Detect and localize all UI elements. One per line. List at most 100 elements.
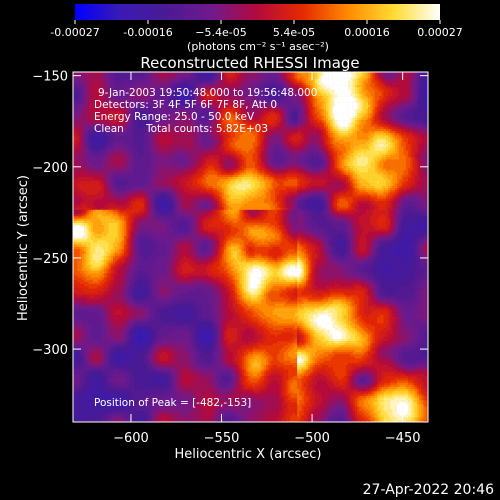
heatmap-cell bbox=[84, 135, 87, 137]
heatmap-cell bbox=[408, 118, 411, 120]
heatmap-cell bbox=[84, 76, 87, 78]
heatmap-cell bbox=[84, 107, 87, 109]
heatmap-cell bbox=[146, 81, 149, 83]
heatmap-cell bbox=[77, 135, 80, 137]
heatmap-cell bbox=[324, 76, 327, 78]
heatmap-cell bbox=[379, 131, 382, 133]
heatmap-cell bbox=[84, 79, 87, 81]
heatmap-cell bbox=[350, 74, 353, 76]
heatmap-cell bbox=[133, 125, 136, 127]
heatmap-cell bbox=[348, 105, 351, 107]
heatmap-cell bbox=[284, 81, 287, 83]
heatmap-cell bbox=[293, 105, 296, 107]
heatmap-cell bbox=[370, 83, 373, 85]
heatmap-cell bbox=[86, 114, 89, 116]
heatmap-cell bbox=[253, 79, 256, 81]
heatmap-cell bbox=[86, 103, 89, 105]
heatmap-cell bbox=[270, 120, 273, 122]
heatmap-cell bbox=[417, 138, 420, 140]
heatmap-cell bbox=[373, 120, 376, 122]
heatmap-cell bbox=[204, 135, 207, 137]
heatmap-cell bbox=[180, 83, 183, 85]
heatmap-cell bbox=[333, 87, 336, 89]
heatmap-cell bbox=[126, 138, 129, 140]
heatmap-cell bbox=[368, 76, 371, 78]
heatmap-cell bbox=[140, 127, 143, 129]
heatmap-cell bbox=[255, 83, 258, 85]
heatmap-cell bbox=[388, 85, 391, 87]
heatmap-cell bbox=[211, 81, 214, 83]
heatmap-cell bbox=[80, 125, 83, 127]
heatmap-cell bbox=[328, 94, 331, 96]
heatmap-cell bbox=[324, 111, 327, 113]
heatmap-cell bbox=[415, 103, 418, 105]
heatmap-cell bbox=[328, 133, 331, 135]
heatmap-cell bbox=[388, 116, 391, 118]
heatmap-cell bbox=[184, 74, 187, 76]
heatmap-cell bbox=[171, 83, 174, 85]
heatmap-cell bbox=[82, 92, 85, 94]
heatmap-cell bbox=[419, 105, 422, 107]
heatmap-cell bbox=[217, 138, 220, 140]
heatmap-cell bbox=[89, 114, 92, 116]
heatmap-cell bbox=[266, 81, 269, 83]
heatmap-cell bbox=[259, 111, 262, 113]
heatmap-cell bbox=[295, 114, 298, 116]
heatmap-cell bbox=[151, 74, 154, 76]
heatmap-cell bbox=[282, 133, 285, 135]
heatmap-cell bbox=[246, 83, 249, 85]
heatmap-cell bbox=[348, 116, 351, 118]
heatmap-cell bbox=[390, 127, 393, 129]
heatmap-cell bbox=[404, 122, 407, 124]
heatmap-cell bbox=[357, 85, 360, 87]
heatmap-cell bbox=[175, 81, 178, 83]
heatmap-cell bbox=[339, 83, 342, 85]
heatmap-cell bbox=[395, 83, 398, 85]
heatmap-cell bbox=[257, 79, 260, 81]
heatmap-cell bbox=[299, 100, 302, 102]
heatmap-cell bbox=[228, 138, 231, 140]
heatmap-cell bbox=[279, 138, 282, 140]
heatmap-cell bbox=[302, 79, 305, 81]
heatmap-cell bbox=[410, 79, 413, 81]
heatmap-cell bbox=[370, 90, 373, 92]
heatmap-cell bbox=[326, 135, 329, 137]
heatmap-cell bbox=[419, 114, 422, 116]
heatmap-cell bbox=[251, 135, 254, 137]
heatmap-cell bbox=[299, 133, 302, 135]
heatmap-cell bbox=[379, 79, 382, 81]
heatmap-cell bbox=[388, 109, 391, 111]
heatmap-cell bbox=[308, 83, 311, 85]
heatmap-cell bbox=[364, 107, 367, 109]
heatmap-cell bbox=[97, 79, 100, 81]
heatmap-cell bbox=[124, 135, 127, 137]
heatmap-cell bbox=[282, 122, 285, 124]
heatmap-cell bbox=[341, 129, 344, 131]
heatmap-cell bbox=[277, 109, 280, 111]
heatmap-cell bbox=[302, 122, 305, 124]
heatmap-cell bbox=[361, 100, 364, 102]
heatmap-cell bbox=[86, 105, 89, 107]
heatmap-cell bbox=[424, 135, 427, 137]
heatmap-cell bbox=[326, 138, 329, 140]
heatmap-cell bbox=[335, 135, 338, 137]
heatmap-cell bbox=[408, 81, 411, 83]
heatmap-cell bbox=[313, 116, 316, 118]
heatmap-cell bbox=[390, 133, 393, 135]
heatmap-cell bbox=[248, 138, 251, 140]
heatmap-cell bbox=[286, 116, 289, 118]
heatmap-cell bbox=[268, 79, 271, 81]
heatmap-cell bbox=[317, 79, 320, 81]
heatmap-cell bbox=[404, 83, 407, 85]
heatmap-cell bbox=[399, 79, 402, 81]
heatmap-cell bbox=[412, 103, 415, 105]
heatmap-cell bbox=[417, 114, 420, 116]
heatmap-cell bbox=[384, 74, 387, 76]
heatmap-cell bbox=[357, 109, 360, 111]
heatmap-cell bbox=[102, 76, 105, 78]
heatmap-cell bbox=[168, 79, 171, 81]
heatmap-cell bbox=[295, 133, 298, 135]
heatmap-cell bbox=[315, 118, 318, 120]
heatmap-cell bbox=[193, 81, 196, 83]
heatmap-cell bbox=[415, 120, 418, 122]
